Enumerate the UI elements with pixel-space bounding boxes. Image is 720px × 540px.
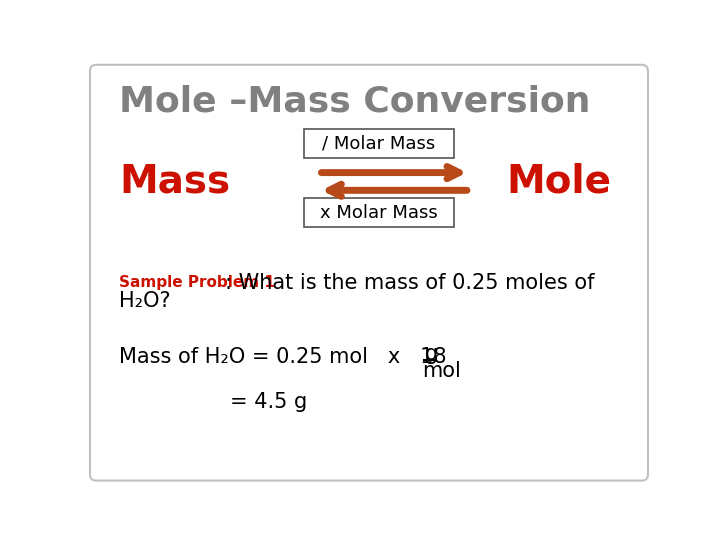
Text: : What is the mass of 0.25 moles of: : What is the mass of 0.25 moles of <box>225 273 594 293</box>
Text: Mass: Mass <box>120 163 231 201</box>
Text: Mole: Mole <box>506 163 611 201</box>
Text: Mass of H₂O = 0.25 mol   x   18: Mass of H₂O = 0.25 mol x 18 <box>120 347 454 367</box>
Text: Sample Problem 1: Sample Problem 1 <box>120 275 275 290</box>
Text: Mole –Mass Conversion: Mole –Mass Conversion <box>120 85 591 119</box>
Text: mol: mol <box>423 361 462 381</box>
Text: x Molar Mass: x Molar Mass <box>320 204 438 221</box>
FancyBboxPatch shape <box>304 129 454 158</box>
Text: / Molar Mass: / Molar Mass <box>323 134 436 152</box>
FancyBboxPatch shape <box>304 198 454 227</box>
Text: g: g <box>425 345 438 364</box>
Text: = 4.5 g: = 4.5 g <box>230 392 307 412</box>
Text: H₂O?: H₂O? <box>120 291 171 311</box>
FancyBboxPatch shape <box>90 65 648 481</box>
